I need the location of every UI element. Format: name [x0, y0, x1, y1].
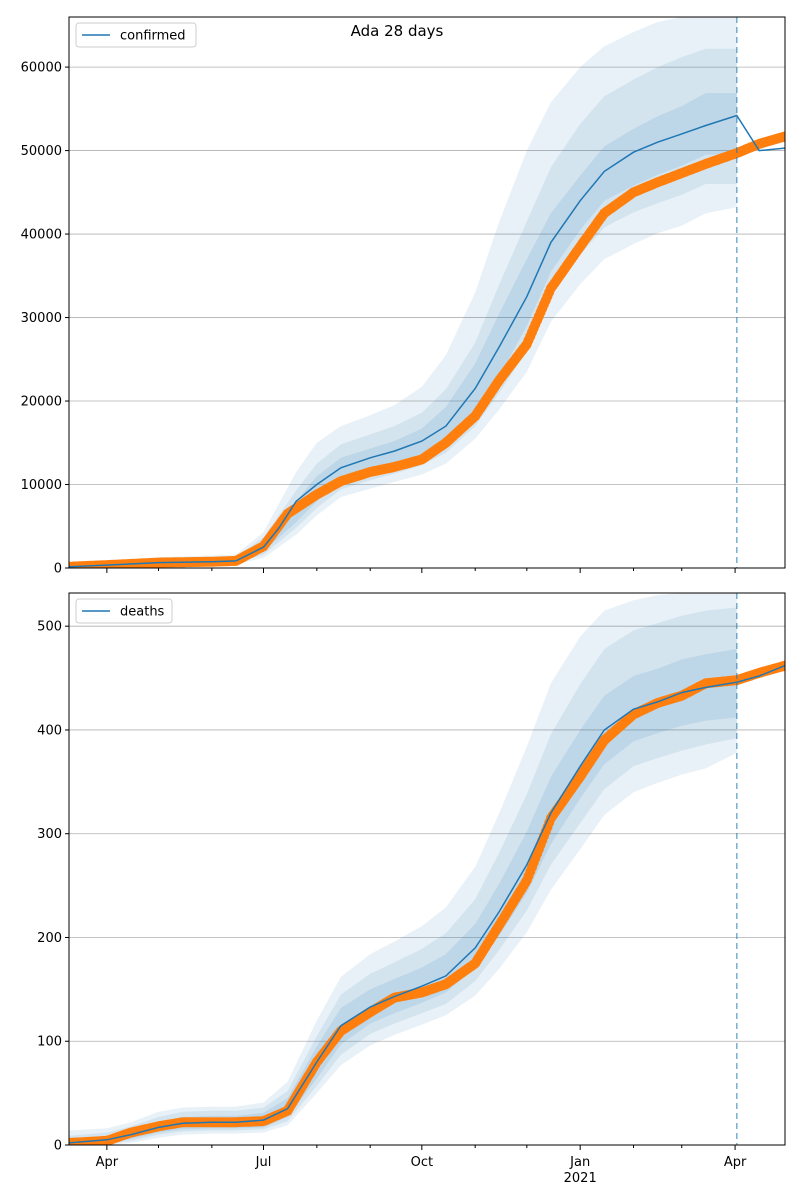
model-line	[69, 114, 785, 568]
ytick-label: 30000	[21, 311, 62, 326]
ytick-label: 20000	[21, 395, 62, 410]
xtick-label: Apr	[724, 1155, 747, 1170]
ytick-label: 40000	[21, 228, 62, 243]
band-outer	[69, 17, 737, 568]
xtick-label: Oct	[411, 1155, 433, 1170]
observed-point	[780, 660, 785, 671]
ytick-label: 10000	[21, 478, 62, 493]
chart-title: Ada 28 days	[351, 22, 444, 40]
xtick-year-label: 2021	[564, 1171, 597, 1186]
legend-label: deaths	[120, 605, 165, 620]
band-mid	[69, 605, 737, 1145]
observed-point	[780, 131, 785, 142]
axes-frame	[68, 592, 786, 1146]
ytick-label: 60000	[21, 61, 62, 76]
legend-box	[75, 22, 197, 48]
plot-area	[69, 17, 785, 568]
ytick-label: 200	[37, 931, 62, 946]
ytick-label: 50000	[21, 144, 62, 159]
ytick-label: 0	[54, 1139, 62, 1154]
band-inner	[69, 647, 737, 1145]
ytick-label: 100	[37, 1035, 62, 1050]
ytick-label: 0	[54, 562, 62, 577]
legend-box	[75, 598, 173, 624]
ytick-label: 400	[37, 723, 62, 738]
legend: deaths	[75, 598, 173, 624]
deaths-panel: 0 100 200 300 400 500 Apr Jul Oct Jan Apr 2021 death…	[37, 592, 786, 1186]
band-inner	[69, 88, 737, 568]
xtick-label: Apr	[96, 1155, 119, 1170]
xtick-label: Jul	[255, 1155, 272, 1170]
plot-area	[69, 593, 785, 1145]
ytick-label: 500	[37, 620, 62, 635]
legend-label: confirmed	[120, 29, 186, 44]
confirmed-panel: 0 10000 20000 30000 40000 50000 60000 confirmed	[21, 16, 786, 577]
observed-series	[69, 660, 785, 1145]
band-mid	[69, 44, 737, 568]
ytick-label: 300	[37, 827, 62, 842]
band-outer	[69, 593, 737, 1145]
xtick-label: Jan	[569, 1155, 590, 1170]
model-line	[69, 664, 785, 1144]
legend: confirmed	[75, 22, 197, 48]
axes-frame	[68, 16, 786, 569]
